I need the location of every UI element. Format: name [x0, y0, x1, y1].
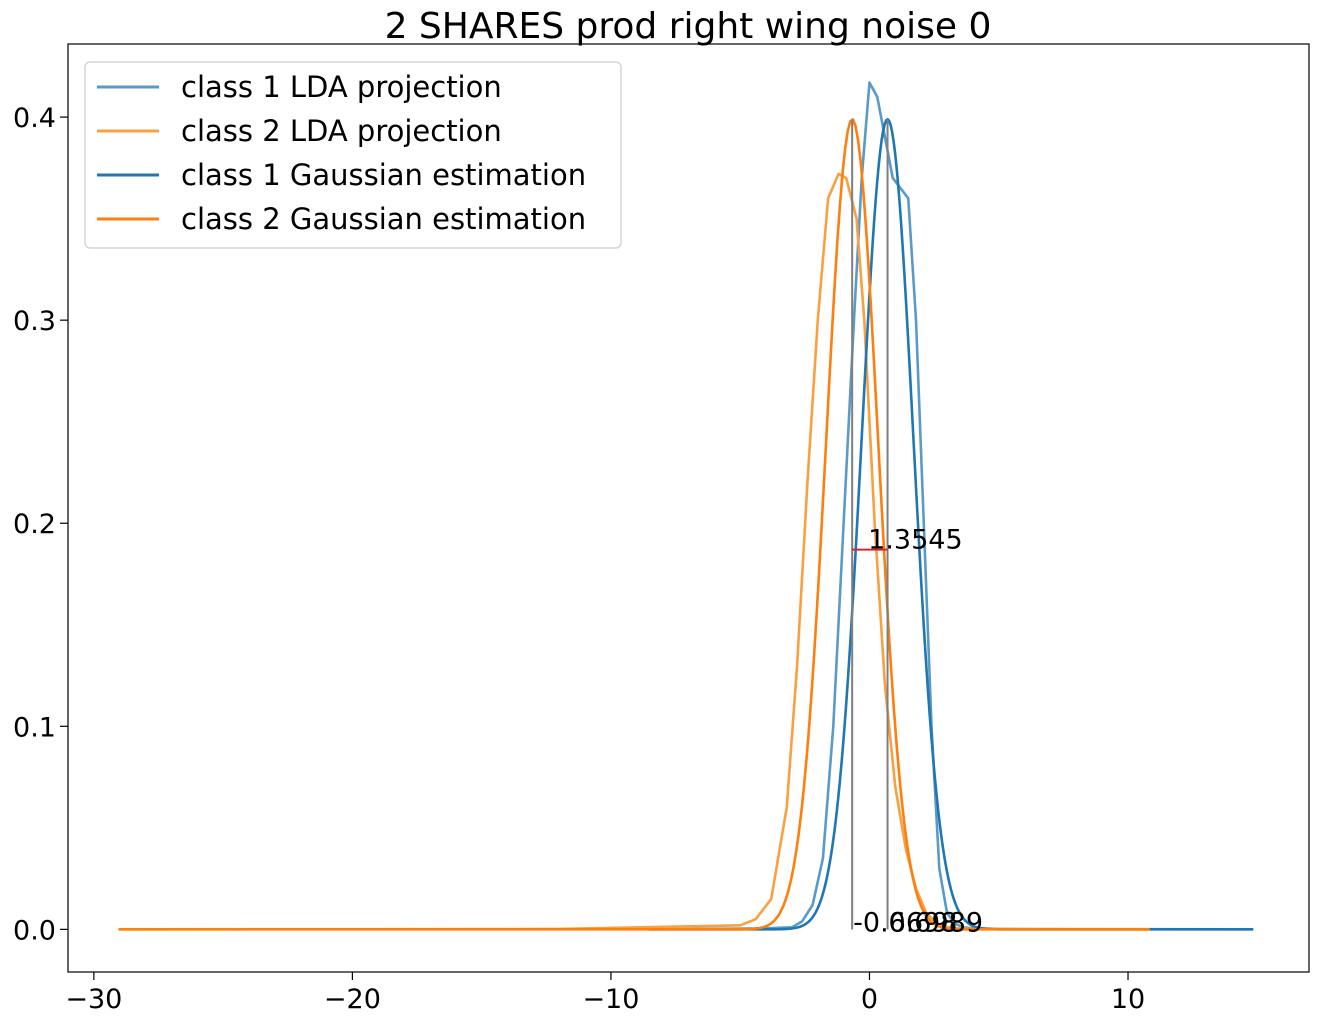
x-tick-label: 0	[861, 984, 878, 1015]
legend-entry-2: class 2 LDA projection	[181, 114, 502, 148]
legend-entry-1: class 1 LDA projection	[181, 70, 502, 104]
x-tick-label: −10	[582, 984, 639, 1015]
x-axis: −30 −20 −10 0 10	[65, 972, 1145, 1015]
x-tick-label: −30	[65, 984, 122, 1015]
legend-box	[84, 61, 622, 249]
series-line-1	[648, 81, 1254, 931]
y-tick-label: 0.4	[13, 103, 56, 134]
x-tick-label: 10	[1111, 984, 1145, 1015]
legend-entry-3: class 1 Gaussian estimation	[181, 158, 586, 192]
distance-label: 1.3545	[868, 525, 962, 556]
y-tick-label: 0.2	[13, 509, 56, 540]
chart-title: 2 SHARES prod right wing noise 0	[385, 6, 992, 47]
x-tick-label: −20	[324, 984, 381, 1015]
mean-label-2: 0.6989	[889, 907, 983, 938]
series-line-2	[118, 172, 1150, 931]
axes-frame	[67, 43, 1310, 973]
mean-label-1: -0.6698	[853, 907, 957, 938]
y-axis: 0.0 0.1 0.2 0.3 0.4	[13, 103, 68, 946]
series-line-4	[118, 118, 1150, 931]
y-tick-label: 0.1	[13, 712, 56, 743]
legend: class 1 LDA projection class 2 LDA projec…	[84, 61, 622, 249]
y-tick-label: 0.0	[13, 915, 56, 946]
legend-entry-4: class 2 Gaussian estimation	[181, 202, 586, 236]
y-tick-label: 0.3	[13, 306, 56, 337]
